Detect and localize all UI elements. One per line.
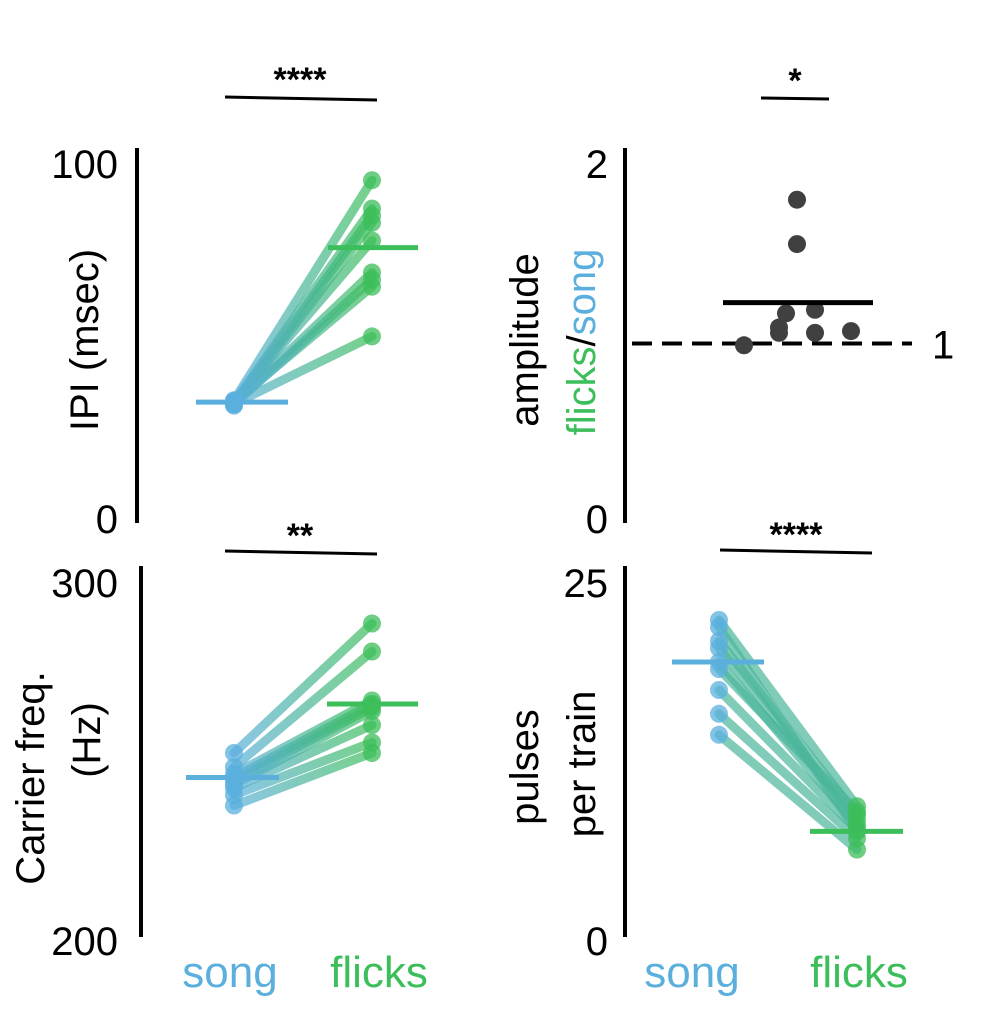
significance-stars: ****: [274, 61, 328, 99]
significance-stars: *: [788, 62, 802, 100]
y-tick-label-bottom: 0: [586, 920, 608, 964]
paired-lines: [714, 615, 862, 855]
significance-bar: [224, 549, 378, 556]
y-tick-label-top: 25: [564, 562, 609, 606]
flicks-point: [363, 614, 381, 633]
x-label-flicks: flicks: [810, 948, 908, 997]
ratio-point: [788, 235, 806, 254]
x-label-song: song: [644, 948, 739, 997]
significance-bar: [719, 548, 873, 555]
y-axis-label-flicks: flicks: [560, 346, 604, 435]
song-point: [710, 704, 728, 723]
flicks-point: [363, 231, 381, 250]
panel-carrier-freq: 300 200 Carrier freq. (Hz) ** song flick…: [9, 517, 428, 997]
y-tick-label-top: 100: [51, 143, 118, 187]
y-tick-label-top: 300: [51, 562, 118, 606]
mean-bars: [196, 245, 418, 405]
paired-line: [714, 615, 862, 811]
y-axis-label-line1: amplitude: [503, 253, 547, 426]
flicks-point: [363, 277, 381, 296]
paired-line: [229, 647, 377, 772]
ratio-point: [806, 323, 824, 342]
y-tick-label-bottom: 0: [586, 498, 608, 542]
significance-stars: ****: [770, 516, 824, 554]
flicks-point: [363, 642, 381, 661]
x-label-song: song: [182, 948, 277, 997]
paired-line: [229, 282, 377, 407]
paired-line: [229, 331, 377, 409]
y-tick-label-bottom: 0: [96, 498, 118, 542]
paired-line: [229, 748, 377, 810]
song-point: [225, 796, 243, 815]
reference-line-label: 1: [932, 324, 954, 368]
paired-line: [714, 709, 862, 843]
ratio-point: [770, 323, 788, 342]
paired-line: [714, 685, 862, 835]
flicks-point: [363, 716, 381, 734]
y-axis-label: IPI (msec): [63, 249, 107, 431]
flicks-point: [363, 327, 381, 346]
flicks-point: [363, 171, 381, 190]
y-axis-label-line2: flicks/song: [560, 249, 604, 436]
y-axis-label-slash: /: [560, 334, 604, 346]
paired-line: [229, 619, 377, 758]
flicks-point: [363, 744, 381, 762]
song-point: [225, 744, 243, 762]
y-axis-label-line1: pulses: [503, 709, 547, 825]
song-point: [710, 639, 728, 657]
panel-amplitude: 2 0 amplitude flicks/song * 1: [503, 62, 954, 542]
significance-bar: [760, 96, 830, 101]
y-axis-label-line1: Carrier freq.: [9, 671, 53, 884]
ratio-point: [842, 322, 860, 341]
ratio-point: [806, 300, 824, 319]
data-points: [225, 614, 381, 815]
significance-bar: [224, 95, 378, 102]
flicks-point: [848, 802, 866, 821]
y-tick-label-bottom: 200: [51, 920, 118, 964]
paired-line: [229, 738, 377, 800]
y-axis-label-line2: (Hz): [65, 702, 109, 778]
y-axis-label-song: song: [560, 249, 604, 336]
paired-line: [714, 664, 862, 817]
ratio-point: [735, 336, 753, 355]
mean-bars: [672, 659, 903, 834]
y-axis-label-line2: per train: [560, 691, 604, 838]
flicks-point: [363, 213, 381, 232]
panel-ipi: 100 0 IPI (msec) ****: [51, 61, 418, 542]
song-point: [710, 681, 728, 699]
panel-pulses-per-train: 25 0 pulses per train **** song flicks: [503, 516, 908, 997]
y-tick-label-top: 2: [586, 143, 608, 187]
paired-lines: [229, 175, 377, 411]
paired-line: [229, 706, 377, 789]
ratio-point: [777, 304, 795, 323]
paired-lines: [229, 619, 377, 810]
data-points: [735, 190, 860, 355]
song-point: [710, 725, 728, 744]
paired-line: [229, 236, 377, 406]
song-point: [710, 618, 728, 636]
flicks-point: [848, 840, 866, 859]
x-label-flicks: flicks: [330, 948, 428, 997]
ratio-point: [788, 190, 806, 209]
mean-bars: [186, 701, 418, 780]
significance-stars: **: [287, 517, 314, 555]
